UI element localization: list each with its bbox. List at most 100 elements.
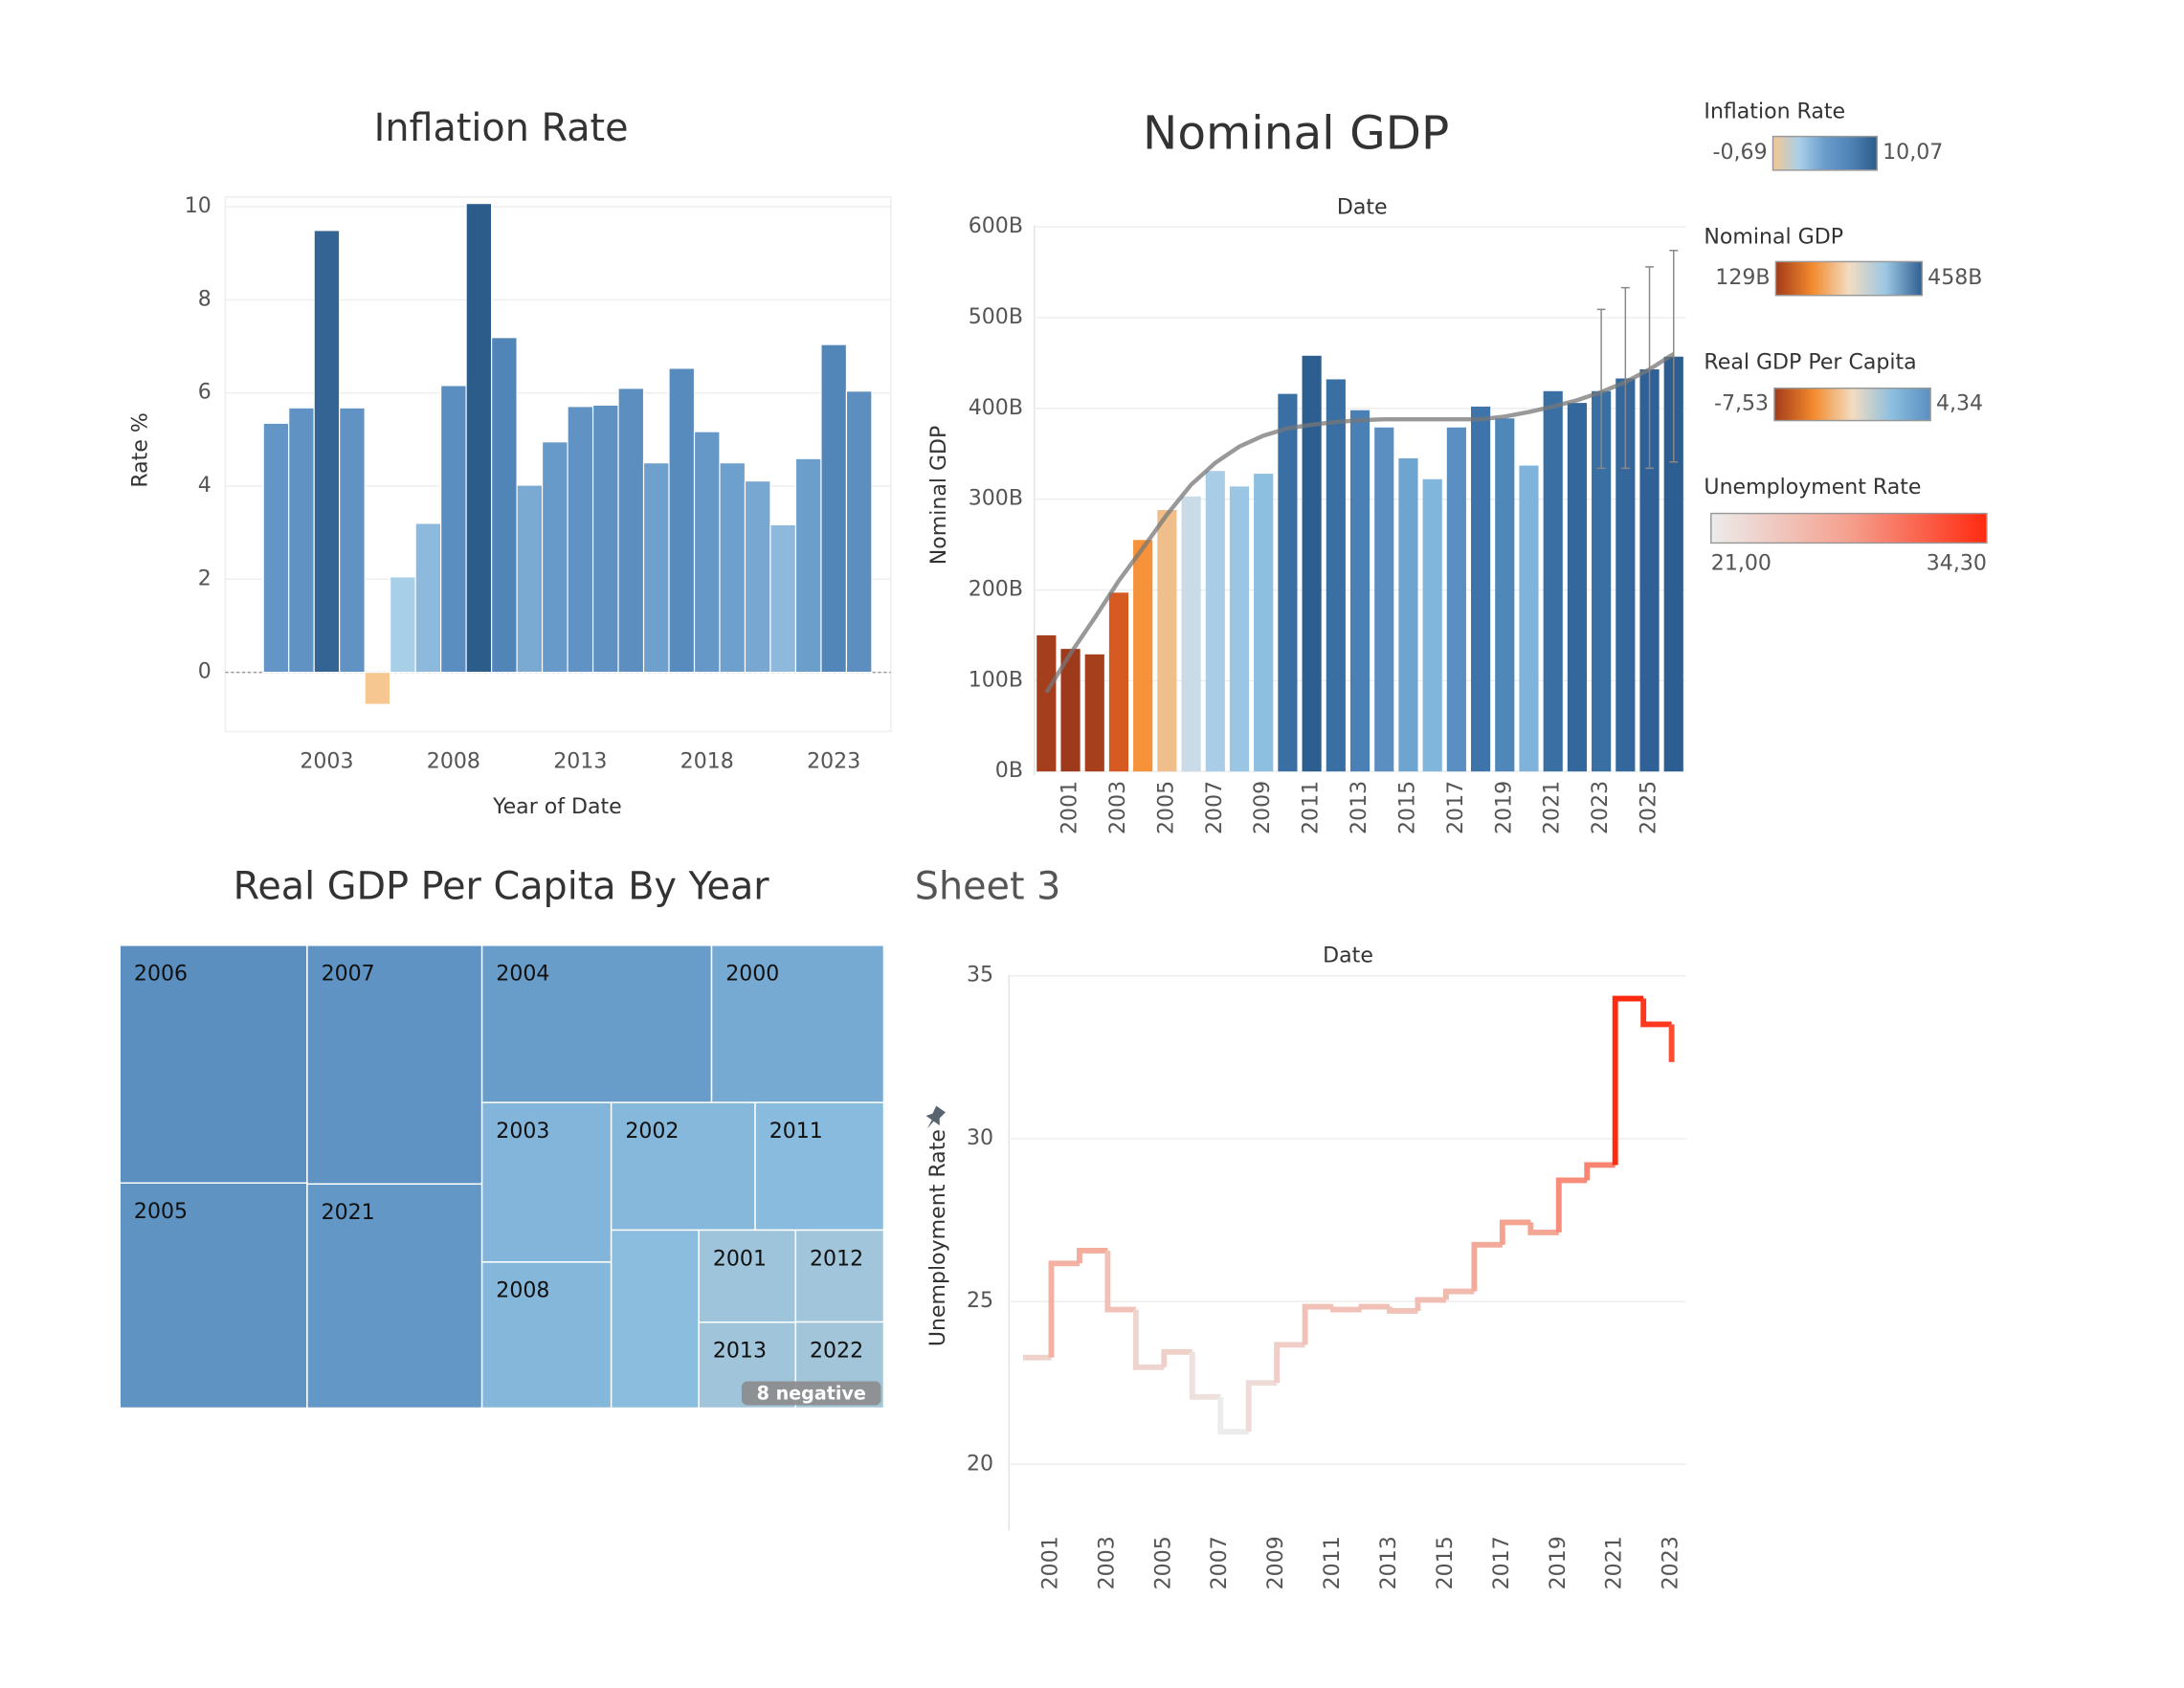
treemap-label: 2006	[134, 963, 188, 987]
step-segment	[1612, 995, 1644, 1166]
pin-icon	[925, 1105, 946, 1129]
bar	[1229, 486, 1250, 772]
bar	[1495, 418, 1515, 772]
legend-max: 10,07	[1883, 141, 1943, 165]
bar	[1519, 465, 1539, 772]
treemap-label: 2005	[134, 1200, 188, 1224]
step-segment	[1527, 1222, 1559, 1235]
y-tick-label: 8	[198, 287, 212, 311]
x-tick-label: 2003	[300, 750, 353, 774]
y-tick-label: 0	[198, 660, 212, 684]
treemap-cell	[710, 944, 885, 1103]
bar	[794, 457, 822, 674]
chart-title: Nominal GDP	[1143, 107, 1449, 161]
bar	[1326, 379, 1346, 772]
step-segment	[1555, 1177, 1588, 1233]
step-segment	[1499, 1219, 1531, 1245]
x-axis-title: Date	[1323, 944, 1373, 968]
treemap-label: 2008	[496, 1279, 549, 1303]
treemap-label: 2002	[625, 1120, 679, 1144]
bar	[288, 407, 315, 674]
x-tick-label: 2008	[427, 750, 480, 774]
step-segment	[1189, 1351, 1221, 1400]
x-tick-label: 2001	[1038, 1536, 1062, 1589]
legend-max: 4,34	[1936, 392, 1983, 416]
treemap-cell	[480, 1261, 613, 1410]
treemap-label: 2022	[810, 1339, 863, 1363]
bar	[313, 230, 341, 674]
bar	[1639, 369, 1660, 772]
bar	[820, 344, 848, 674]
y-tick-label: 300B	[969, 487, 1023, 511]
treemap-label: 2013	[713, 1340, 767, 1364]
x-tick-label: 2019	[1492, 781, 1516, 834]
x-axis-title: Year of Date	[492, 795, 622, 819]
y-tick-label: 200B	[969, 577, 1023, 601]
treemap-cell	[610, 1229, 700, 1410]
y-tick-label: 0B	[995, 759, 1023, 783]
x-axis-title: Date	[1337, 196, 1388, 220]
y-tick-label: 10	[185, 194, 212, 218]
bar	[1133, 540, 1153, 772]
legend-max: 34,30	[1927, 551, 1987, 575]
bar	[440, 385, 467, 674]
legend-gradient	[1710, 512, 1988, 544]
bar	[1543, 390, 1563, 772]
y-tick-label: 400B	[969, 396, 1023, 420]
bar	[1108, 592, 1129, 772]
legend-gradient	[1774, 260, 1924, 297]
treemap-label: 2012	[810, 1247, 863, 1271]
x-tick-label: 2009	[1264, 1536, 1288, 1589]
error-bar	[1669, 250, 1679, 463]
y-axis-title: Rate %	[128, 412, 152, 488]
x-tick-label: 2001	[1059, 781, 1082, 834]
treemap-label: 2004	[496, 963, 549, 987]
x-tick-label: 2015	[1434, 1536, 1458, 1589]
x-tick-label: 2017	[1444, 781, 1468, 834]
y-tick-label: 2	[198, 566, 212, 590]
trend-line	[1044, 352, 1675, 694]
step-segment	[1330, 1306, 1362, 1313]
chart-title: Sheet 3	[915, 865, 1061, 909]
bar	[1205, 471, 1225, 772]
bar	[1084, 654, 1104, 772]
bar	[541, 441, 568, 674]
treemap-label: 2003	[496, 1120, 549, 1144]
legend-gradient	[1773, 387, 1931, 422]
plot-frame	[224, 196, 892, 733]
badge-text: 8 negative	[757, 1382, 866, 1404]
error-bar	[1596, 308, 1606, 470]
bar	[390, 576, 416, 674]
bar	[1422, 478, 1442, 772]
bar	[1592, 390, 1612, 772]
step-segment	[1415, 1297, 1446, 1311]
treemap-cell	[306, 944, 483, 1186]
legend-title: Inflation Rate	[1704, 100, 1845, 124]
treemap-cell	[480, 944, 713, 1103]
legend-min: 129B	[1715, 266, 1770, 290]
treemap-cell	[119, 1182, 308, 1410]
treemap-label: 2011	[769, 1120, 823, 1144]
y-tick-label: 35	[967, 964, 993, 988]
bar	[1036, 634, 1057, 772]
y-tick-label: 20	[967, 1452, 993, 1476]
step-segment	[1274, 1342, 1305, 1384]
bar	[1254, 474, 1274, 772]
bar	[364, 672, 391, 705]
bar	[769, 523, 797, 674]
bar	[1302, 355, 1322, 772]
bar	[1374, 427, 1394, 772]
legend-gradient	[1772, 135, 1878, 171]
y-axis-title: Unemployment Rate	[926, 1129, 950, 1346]
x-tick-label: 2009	[1251, 781, 1275, 834]
y-tick-label: 4	[198, 474, 212, 498]
treemap-label: 2021	[322, 1201, 375, 1225]
treemap-label: 2007	[322, 963, 375, 987]
x-tick-label: 2003	[1095, 1536, 1119, 1589]
bar	[1060, 649, 1081, 772]
x-tick-label: 2005	[1151, 1536, 1175, 1589]
x-tick-label: 2023	[807, 750, 860, 774]
x-tick-label: 2025	[1638, 781, 1661, 834]
